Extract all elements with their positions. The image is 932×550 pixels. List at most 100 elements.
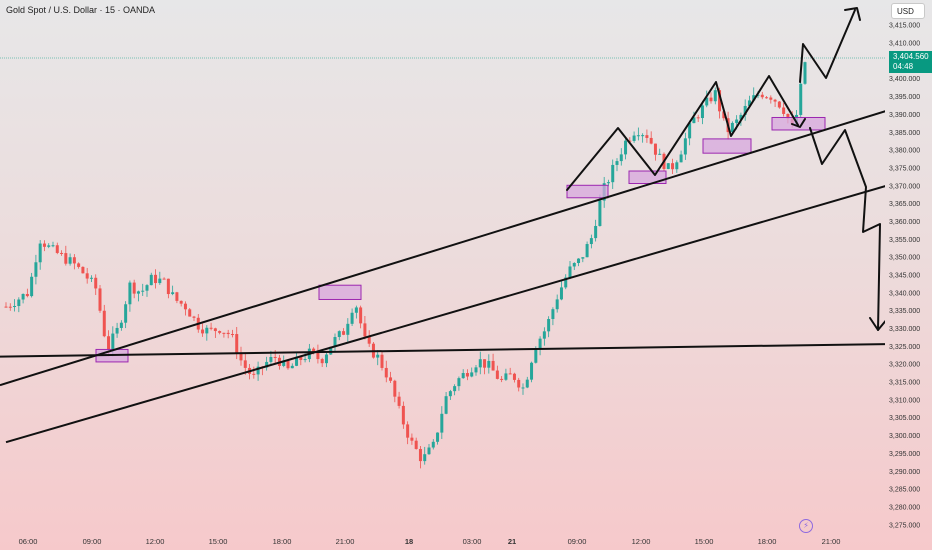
candle-body [230, 334, 234, 336]
candle-body [786, 113, 790, 119]
candle-body [799, 83, 803, 115]
candle-body [718, 90, 722, 112]
candle-body [739, 114, 743, 120]
candle-body [235, 334, 239, 354]
candle-body [303, 359, 307, 361]
symbol-title[interactable]: Gold Spot / U.S. Dollar · 15 · OANDA [6, 5, 156, 15]
candle-body [141, 290, 145, 292]
candle-body [611, 164, 615, 183]
x-tick-label: 18 [405, 537, 413, 546]
candle-body [290, 365, 294, 369]
time-axis[interactable]: 06:00 09:00 12:00 15:00 18:00 21:00 18 03:00 21 0… [0, 530, 885, 550]
candle-body [491, 360, 495, 371]
candle-body [743, 105, 747, 115]
candle-body [265, 361, 269, 368]
y-tick-label: 3,285.000 [889, 487, 920, 494]
candle-body [213, 328, 217, 332]
candle-body [256, 366, 260, 375]
candle-body [239, 353, 243, 361]
candle-body [722, 111, 726, 119]
y-tick-label: 3,330.000 [889, 326, 920, 333]
candle-body [495, 370, 499, 379]
candle-body [760, 94, 764, 98]
candle-body [521, 387, 525, 389]
candle-body [51, 245, 55, 247]
candle-body [42, 243, 46, 247]
y-tick-label: 3,350.000 [889, 255, 920, 262]
candle-body [175, 292, 179, 301]
candle-body [128, 282, 132, 305]
candle-body [30, 276, 34, 297]
candle-body [730, 122, 734, 133]
candle-body [735, 119, 739, 123]
candle-body [457, 378, 461, 387]
candle-body [38, 243, 42, 263]
supply-demand-zone [318, 284, 362, 300]
candle-body [444, 396, 448, 414]
candle-body [440, 413, 444, 433]
candle-body [436, 432, 440, 442]
candle-body [645, 135, 649, 138]
candle-body [34, 262, 38, 277]
candle-body [448, 391, 452, 397]
candle-body [705, 97, 709, 106]
candles-group [4, 61, 807, 469]
candle-body [551, 309, 555, 320]
candle-body [47, 245, 51, 247]
candle-body [119, 322, 123, 328]
candle-body [598, 200, 602, 226]
candle-body [564, 277, 568, 288]
price-axis[interactable]: 3,275.000 3,280.000 3,285.000 3,290.000 3,29… [885, 0, 932, 550]
candle-body [269, 356, 273, 362]
candle-body [393, 380, 397, 397]
trend-line [0, 343, 885, 358]
y-tick-label: 3,410.000 [889, 41, 920, 48]
candle-body [102, 310, 106, 337]
y-tick-label: 3,360.000 [889, 219, 920, 226]
candle-body [85, 273, 89, 279]
candle-body [406, 424, 410, 438]
y-tick-label: 3,320.000 [889, 362, 920, 369]
candle-body [773, 99, 777, 102]
candle-body [337, 331, 341, 338]
candle-body [320, 359, 324, 364]
candle-body [218, 331, 222, 333]
y-tick-label: 3,400.000 [889, 76, 920, 83]
projection-arrowhead-up [844, 7, 861, 21]
candle-body [132, 282, 136, 294]
x-tick-label: 09:00 [568, 537, 587, 546]
lightning-icon[interactable]: ⚡ [799, 519, 813, 533]
candle-body [418, 448, 422, 462]
x-tick-label: 03:00 [463, 537, 482, 546]
candle-body [252, 373, 256, 375]
candle-body [504, 373, 508, 380]
candle-body [286, 360, 290, 369]
candle-body [752, 95, 756, 101]
candle-body [273, 356, 277, 358]
y-tick-label: 3,380.000 [889, 148, 920, 155]
candle-body [423, 454, 427, 462]
y-tick-label: 3,390.000 [889, 112, 920, 119]
candle-body [615, 161, 619, 165]
candle-body [376, 354, 380, 358]
candle-body [209, 327, 213, 329]
supply-demand-zone [702, 138, 752, 154]
candle-body [72, 257, 76, 264]
candle-body [17, 299, 21, 307]
bar-countdown: 04:48 [893, 62, 914, 71]
candle-body [98, 288, 102, 311]
candle-body [389, 377, 393, 381]
candle-body [401, 405, 405, 425]
price-plot[interactable] [0, 0, 885, 530]
candle-body [179, 300, 183, 304]
projection-arrows [566, 7, 885, 331]
candle-body [60, 252, 64, 254]
x-tick-label: 06:00 [19, 537, 38, 546]
candle-body [517, 379, 521, 388]
candle-body [384, 367, 388, 378]
candle-body [363, 323, 367, 337]
candle-body [534, 348, 538, 363]
candle-body [487, 360, 491, 368]
x-tick-label: 09:00 [83, 537, 102, 546]
currency-button[interactable]: USD [891, 3, 925, 19]
